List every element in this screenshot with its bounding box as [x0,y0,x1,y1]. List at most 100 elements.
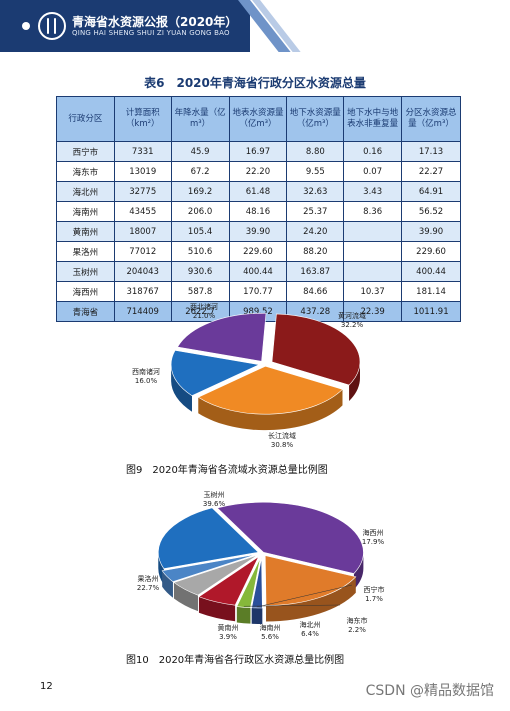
pie-slice-label: 黄南州 [218,623,239,632]
table-header-cell: 行政分区 [56,96,115,142]
table-cell: 海北州 [56,181,115,202]
pie-slice-side [171,364,192,412]
pie-slice-side [198,389,343,431]
pie-slice-label: 西北诸河 [190,302,218,311]
table-cell: 32775 [113,181,172,202]
table-cell: 181.14 [401,281,461,302]
table-cell: 930.6 [170,261,230,282]
pie-slice-label: 玉树州 [204,490,225,499]
table-row: 玉树州 204043 930.6 400.44 163.87 400.44 [56,261,461,282]
pie-slice-label: 西宁市 [364,585,385,594]
table-cell: 西宁市 [56,141,115,162]
figure9-caption: 图9 2020年青海省各流域水资源总量比例图 [126,465,328,476]
table-cell: 玉树州 [56,261,115,282]
table-header-cell: 地下水资源量（亿m³） [286,96,345,142]
table-cell: 16.97 [228,141,288,162]
table-cell: 45.9 [170,141,230,162]
table-header-cell: 分区水资源总量（亿m³） [401,96,461,142]
table-cell: 170.77 [228,281,288,302]
pie-leader-line [257,584,353,608]
table-cell: 海东市 [56,161,115,182]
pie-slice [197,365,344,415]
table-cell: 714409 [113,301,172,322]
table-row: 海南州 43455 206.0 48.16 25.37 8.36 56.52 [56,201,461,222]
table-cell: 0.07 [343,161,403,182]
pie-value-label: 21.0% [193,312,216,320]
table-header-cell: 计算面积（km²） [113,96,172,142]
table-cell: 果洛州 [56,241,115,262]
pie-slice-label: 海西州 [363,528,384,537]
table-row: 黄南州 18007 105.4 39.90 24.20 39.90 [56,221,461,242]
pie-slice-side [251,607,263,624]
header-subtitle: QING HAI SHENG SHUI ZI YUAN GONG BAO [72,29,230,37]
pie-slice-label: 海东市 [347,616,368,625]
table-cell: 25.37 [286,201,345,222]
table-cell: 3.43 [343,181,403,202]
pie-slice-label: 海南州 [260,623,281,632]
table-cell: 2622.7 [170,301,230,322]
table-cell: 84.66 [286,281,345,302]
table-cell: 39.90 [228,221,288,242]
pie-value-label: 30.8% [271,441,294,449]
pie-value-label: 5.6% [261,633,279,641]
table-cell: 39.90 [401,221,461,242]
bullet-icon [22,22,30,30]
table-cell: 163.87 [286,261,345,282]
table-cell: 510.6 [170,241,230,262]
table-header-cell: 地下水中与地表水非重复量 [343,96,403,142]
table-row: 海东市 13019 67.2 22.20 9.55 0.07 22.27 [56,161,461,182]
pie-slice-side [236,606,251,624]
table-cell [343,221,403,242]
pie-value-label: 2.2% [348,626,366,634]
water-resources-table: 行政分区 计算面积（km²） 年降水量（亿m³） 地表水资源量（亿m³） 地下水资源量（… [56,96,461,322]
table-row: 果洛州 77012 510.6 229.60 88.20 229.60 [56,241,461,262]
pie-slice [157,507,259,570]
pie-value-label: 32.2% [341,321,364,329]
pie-slice-label: 黄河流域 [338,311,366,320]
pie-value-label: 17.9% [362,538,385,546]
table-cell: 169.2 [170,181,230,202]
header-slant [210,0,250,52]
watermark: CSDN @精品数据馆 [365,683,494,699]
table-header-cell: 年降水量（亿m³） [170,96,230,142]
pie-slice-label: 果洛州 [138,574,159,583]
pie-slice [173,554,258,596]
table-cell: 8.80 [286,141,345,162]
table-cell: 67.2 [170,161,230,182]
table-cell: 105.4 [170,221,230,242]
table-cell: 22.20 [228,161,288,182]
page-number: 12 [40,681,53,692]
table-cell: 77012 [113,241,172,262]
page-header: 青海省水资源公报（2020年） QING HAI SHENG SHUI ZI Y… [0,0,510,52]
table-row: 海西州 318767 587.8 170.77 84.66 10.37 181.14 [56,281,461,302]
table-row: 西宁市 7331 45.9 16.97 8.80 0.16 17.13 [56,141,461,162]
table-cell: 43455 [113,201,172,222]
pie-slice-side [173,582,198,612]
pie-value-label: 1.7% [365,595,383,603]
pie-slice [177,313,267,362]
pie-slice [271,313,361,386]
table-cell [343,261,403,282]
table-cell: 587.8 [170,281,230,302]
table-cell: 88.20 [286,241,345,262]
pie-slice-side [353,552,364,590]
figure10-caption: 图10 2020年青海省各行政区水资源总量比例图 [126,655,345,666]
table-body: 西宁市 7331 45.9 16.97 8.80 0.16 17.13 海东市 13019 67.… [56,141,461,322]
pie-value-label: 22.7% [137,584,160,592]
table-cell: 24.20 [286,221,345,242]
table-cell: 64.91 [401,181,461,202]
pie-slice [264,555,357,606]
table-cell: 青海省 [56,301,115,322]
pie-slice-label: 长江流域 [268,431,296,440]
table-cell: 8.36 [343,201,403,222]
pie-slice-side [266,576,356,622]
table-cell: 48.16 [228,201,288,222]
table-cell: 229.60 [401,241,461,262]
table-cell: 56.52 [401,201,461,222]
table-cell: 18007 [113,221,172,242]
pie-slice-side [198,596,236,622]
pie-slice-side [349,361,360,402]
table-cell: 0.16 [343,141,403,162]
